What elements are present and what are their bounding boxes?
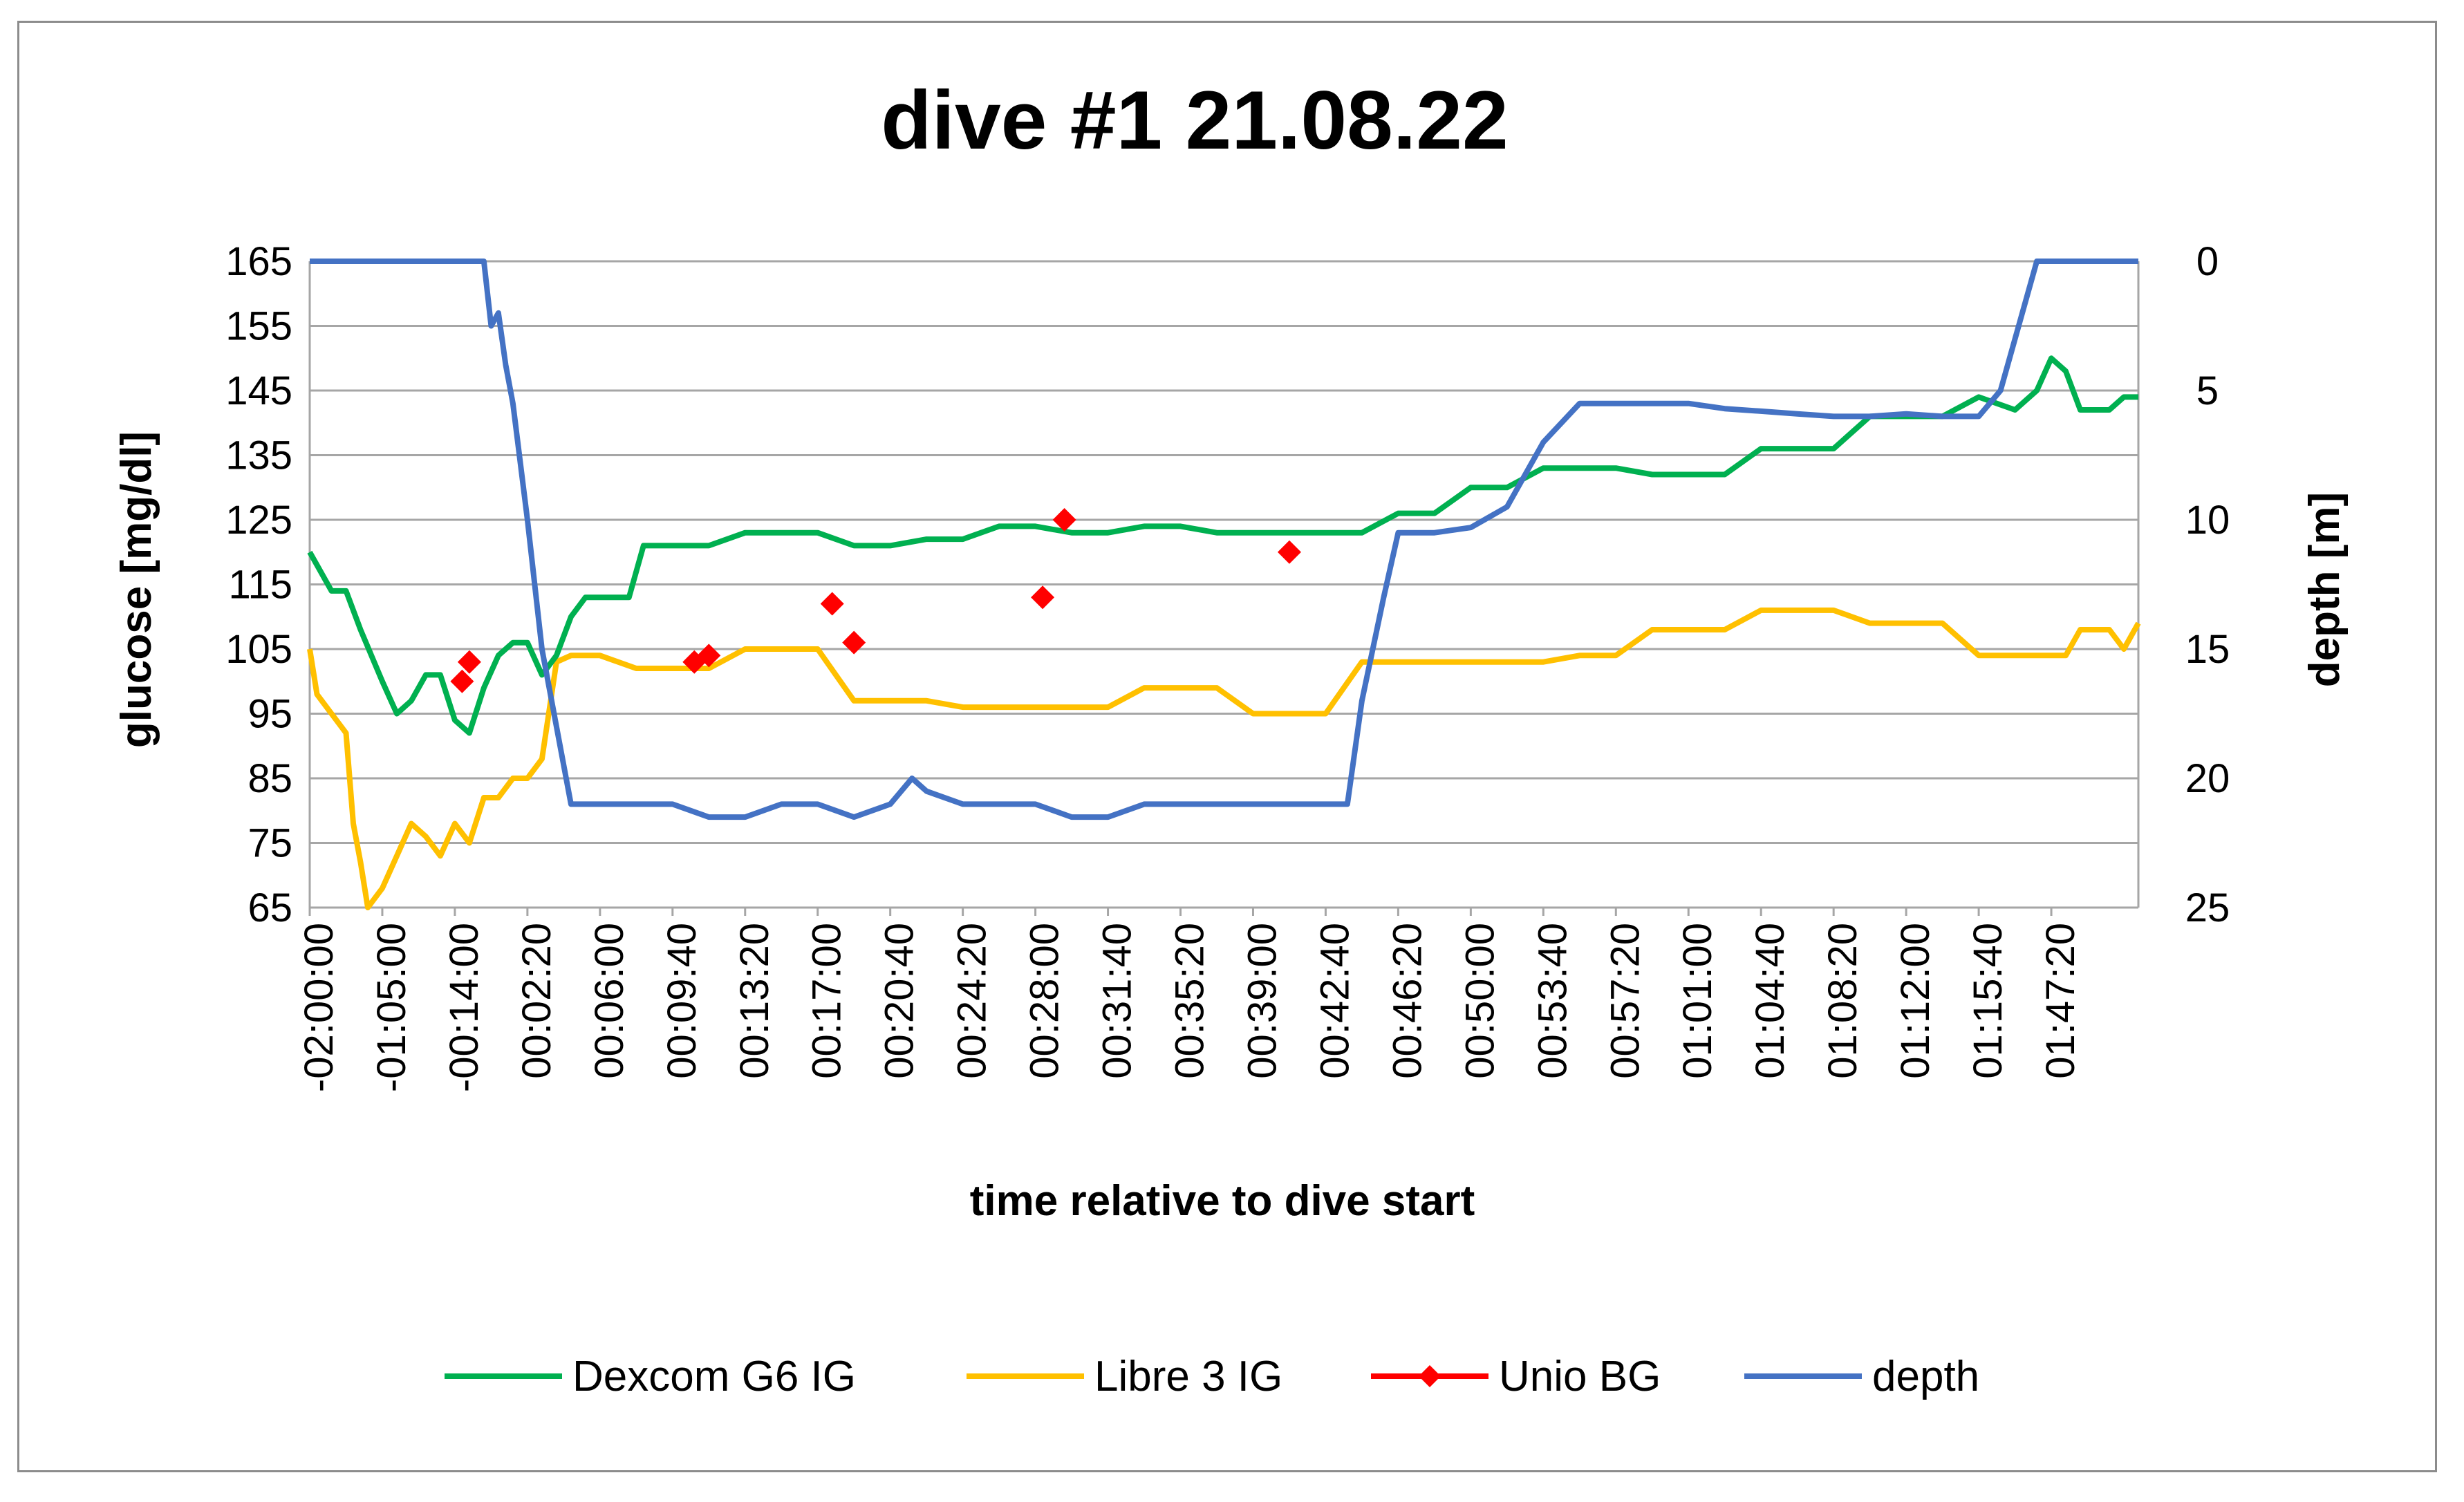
x-tick-label: 01:47:20 xyxy=(2038,923,2083,1079)
x-tick-label: 00:50:00 xyxy=(1457,923,1502,1079)
y-tick-label: 165 xyxy=(225,239,292,284)
legend-label: Dexcom G6 IG xyxy=(572,1353,856,1400)
data-point xyxy=(457,650,481,674)
data-point xyxy=(697,644,721,668)
x-tick-label: 00:53:40 xyxy=(1530,923,1575,1079)
y-tick-label: 65 xyxy=(248,885,292,930)
x-tick-label: 00:13:20 xyxy=(732,923,777,1079)
y-tick-label: 135 xyxy=(225,433,292,478)
x-tick-label: 00:20:40 xyxy=(877,923,922,1079)
x-tick-label: -00:14:00 xyxy=(442,923,487,1092)
legend: Dexcom G6 IG Libre 3 IG Unio BG depth xyxy=(445,1353,1979,1400)
legend-item: Unio BG xyxy=(1371,1353,1661,1400)
y-tick-label: 155 xyxy=(225,304,292,349)
data-point xyxy=(1277,540,1301,564)
x-tick-label: 00:06:00 xyxy=(587,923,632,1079)
series-depth xyxy=(310,259,2138,820)
legend-item: depth xyxy=(1744,1353,1979,1400)
x-tick-label: 00:28:00 xyxy=(1023,923,1067,1079)
legend-label: Libre 3 IG xyxy=(1094,1353,1282,1400)
x-tick-label: 00:46:20 xyxy=(1385,923,1430,1079)
x-tick-label: 00:35:20 xyxy=(1168,923,1213,1079)
y2-tick-label: 25 xyxy=(2185,885,2230,930)
x-tick-label: 00:39:00 xyxy=(1240,923,1285,1079)
data-point xyxy=(842,630,866,655)
x-tick-label: 00:42:40 xyxy=(1312,923,1357,1079)
glucose-depth-chart: dive #1 21.08.22 16515514513512511510595… xyxy=(113,74,2349,1400)
y-tick-label: 75 xyxy=(248,821,292,866)
legend-item: Dexcom G6 IG xyxy=(445,1353,856,1400)
y-tick-label: 145 xyxy=(225,368,292,413)
y-axis-left-ticks: 165 155 145 135 125 115 105 95 85 75 65 xyxy=(225,239,292,930)
y2-tick-label: 10 xyxy=(2185,498,2230,543)
x-tick-label: 00:31:40 xyxy=(1095,923,1140,1079)
series-layer xyxy=(307,259,2141,910)
series-line xyxy=(307,607,2141,910)
y2-tick-label: 0 xyxy=(2196,239,2219,284)
gridlines xyxy=(308,260,2140,909)
x-tick-label: -01:05:00 xyxy=(369,923,414,1092)
x-tick-label: 01:08:20 xyxy=(1820,923,1865,1079)
y-tick-label: 105 xyxy=(225,627,292,672)
x-tick-label: -02:00:00 xyxy=(297,923,342,1092)
legend-label: depth xyxy=(1872,1353,1979,1400)
x-tick-label: 00:57:20 xyxy=(1603,923,1648,1079)
x-tick-label: 00:17:00 xyxy=(805,923,850,1079)
y-axis-right-ticks: 0 5 10 15 20 25 xyxy=(2185,239,2230,930)
x-tick-label: 01:12:00 xyxy=(1893,923,1938,1079)
series-libre-3-ig xyxy=(307,607,2141,910)
y-tick-label: 125 xyxy=(225,498,292,543)
x-tick-label: 01:01:00 xyxy=(1675,923,1720,1079)
legend-marker xyxy=(1419,1365,1441,1387)
x-tick-label: 00:09:40 xyxy=(660,923,704,1079)
series-line xyxy=(310,259,2138,820)
data-point xyxy=(1052,508,1076,532)
y-axis-right-title: depth [m] xyxy=(2301,492,2349,687)
y-tick-label: 95 xyxy=(248,692,292,737)
data-point xyxy=(450,669,474,693)
y2-tick-label: 15 xyxy=(2185,627,2230,672)
y2-tick-label: 5 xyxy=(2196,368,2219,413)
x-tick-label: 01:15:40 xyxy=(1966,923,2010,1079)
legend-item: Libre 3 IG xyxy=(967,1353,1282,1400)
y-tick-label: 115 xyxy=(229,563,292,608)
x-tick-label: 01:04:40 xyxy=(1748,923,1793,1079)
x-axis-ticks: -02:00:00 -01:05:00 -00:14:00 00:02:20 00:06… xyxy=(297,908,2083,1092)
data-point xyxy=(1031,585,1055,610)
y-tick-label: 85 xyxy=(248,756,292,801)
chart-title: dive #1 21.08.22 xyxy=(881,74,1508,167)
x-axis-title: time relative to dive start xyxy=(970,1177,1475,1225)
legend-label: Unio BG xyxy=(1499,1353,1661,1400)
series-unio-bg xyxy=(450,508,1301,693)
y2-tick-label: 20 xyxy=(2185,756,2230,801)
x-tick-label: 00:24:20 xyxy=(950,923,995,1079)
y-axis-left-title: glucose [mg/dl] xyxy=(113,431,160,748)
data-point xyxy=(820,592,844,616)
x-tick-label: 00:02:20 xyxy=(514,923,559,1079)
chart-frame: dive #1 21.08.22 165 155 145 135 125 115 105 95… xyxy=(17,21,2437,1472)
